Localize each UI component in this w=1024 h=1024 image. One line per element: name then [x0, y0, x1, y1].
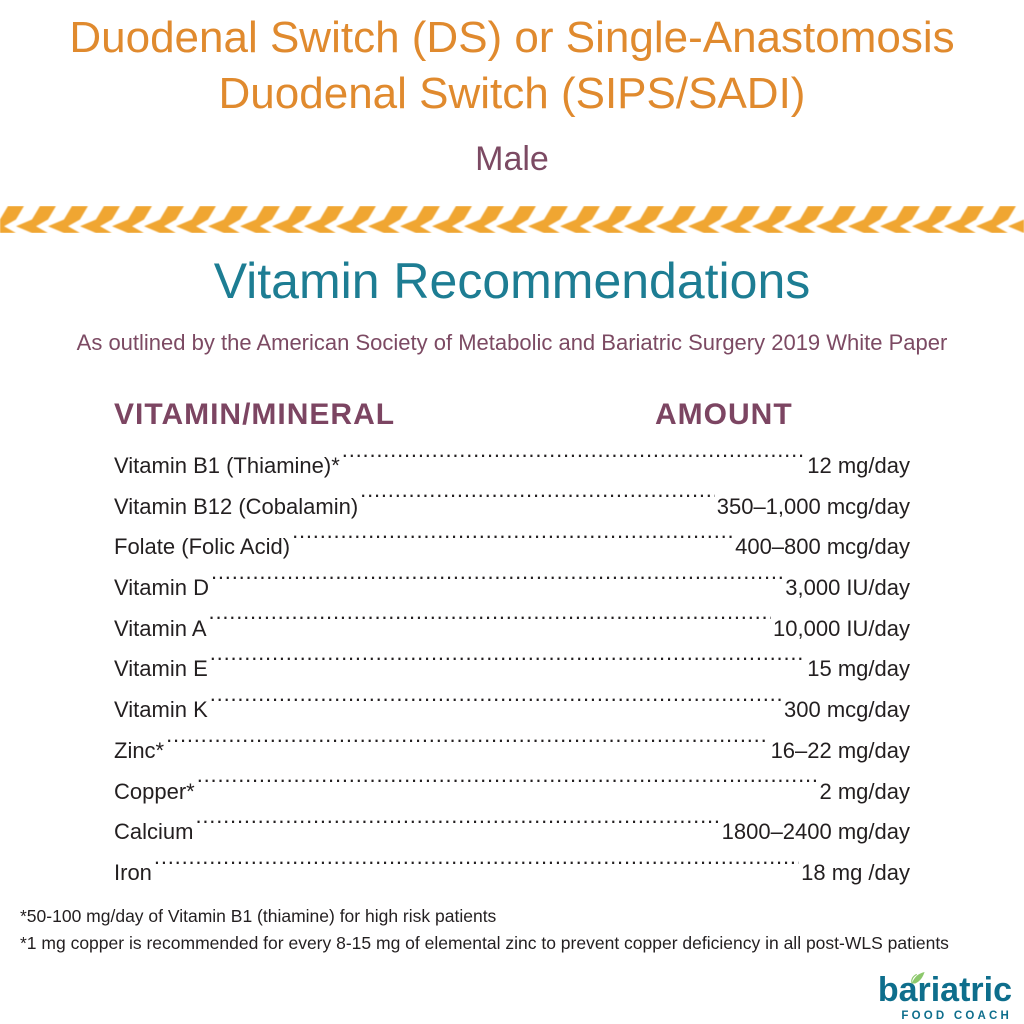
svg-text:FOOD COACH: FOOD COACH — [901, 1010, 1012, 1022]
svg-text:bariatric: bariatric — [878, 971, 1012, 1009]
